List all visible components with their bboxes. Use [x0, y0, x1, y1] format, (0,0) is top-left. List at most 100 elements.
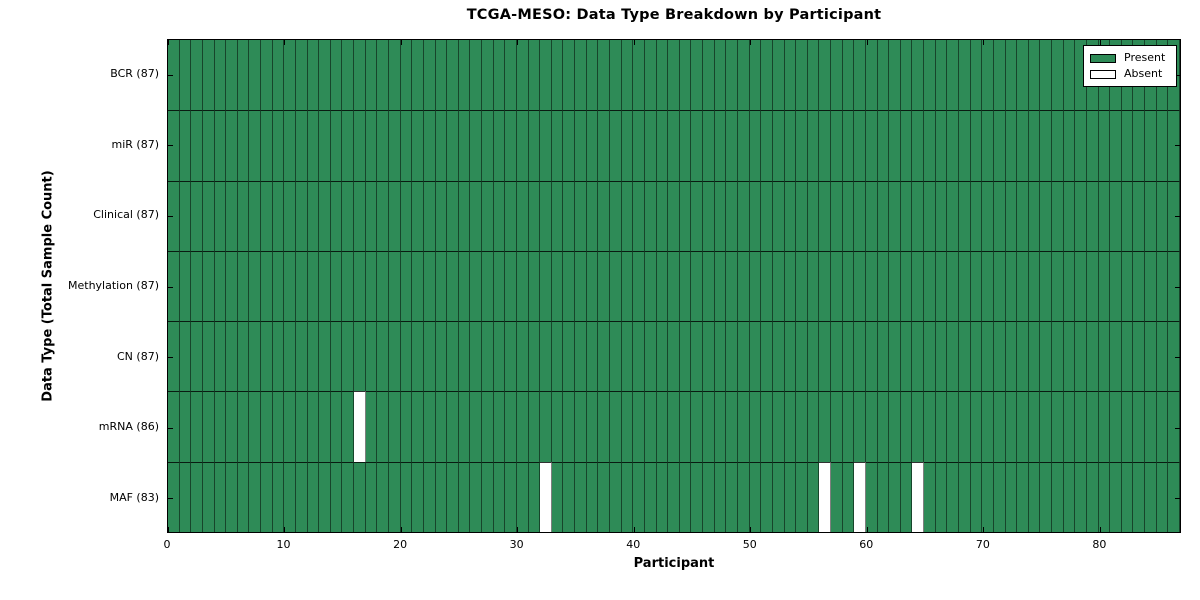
cell-MAF-86: [1168, 461, 1180, 532]
cell-miR-9: [272, 110, 285, 181]
cell-CN-41: [644, 321, 657, 392]
cell-Methylation-46: [703, 250, 715, 322]
cell-Methylation-54: [796, 250, 808, 322]
cell-CN-23: [435, 321, 448, 392]
cell-Clinical-36: [586, 180, 599, 251]
cell-miR-19: [389, 110, 401, 181]
cell-Methylation-80: [1098, 250, 1111, 322]
cell-Methylation-53: [784, 250, 797, 322]
cell-Clinical-57: [831, 180, 843, 251]
cell-BCR-6: [237, 40, 250, 111]
cell-MAF-15: [342, 461, 355, 532]
cell-Methylation-75: [1040, 250, 1053, 322]
cell-Methylation-62: [889, 250, 901, 322]
cell-mRNA-11: [295, 391, 308, 462]
cell-Methylation-49: [737, 250, 750, 322]
cell-Clinical-25: [458, 180, 471, 251]
y-tick-label-Clinical: Clinical (87): [93, 208, 159, 222]
x-tick-label-50: 50: [742, 538, 757, 551]
cell-Clinical-80: [1098, 180, 1111, 251]
x-tick-label-80: 80: [1092, 538, 1107, 551]
cell-Methylation-66: [935, 250, 948, 322]
cell-Clinical-0: [168, 180, 180, 251]
cell-CN-48: [726, 321, 738, 392]
cell-BCR-61: [877, 40, 890, 111]
cell-CN-59: [854, 321, 866, 392]
cell-BCR-51: [761, 40, 773, 111]
cell-CN-49: [737, 321, 750, 392]
heatmap-grid: [168, 40, 1180, 532]
cell-CN-53: [784, 321, 797, 392]
cell-Methylation-56: [819, 250, 832, 322]
cell-BCR-56: [819, 40, 832, 111]
cell-BCR-40: [633, 40, 645, 111]
cell-CN-62: [889, 321, 901, 392]
cell-CN-86: [1168, 321, 1180, 392]
cell-mRNA-13: [319, 391, 331, 462]
cell-BCR-65: [924, 40, 936, 111]
cell-CN-11: [295, 321, 308, 392]
cell-CN-3: [202, 321, 215, 392]
cell-Methylation-0: [168, 250, 180, 322]
cell-miR-34: [563, 110, 576, 181]
cell-Clinical-44: [679, 180, 692, 251]
cell-MAF-49: [737, 461, 750, 532]
cell-Methylation-3: [202, 250, 215, 322]
cell-BCR-57: [831, 40, 843, 111]
cell-BCR-70: [982, 40, 994, 111]
cell-mRNA-14: [330, 391, 343, 462]
cell-Clinical-46: [703, 180, 715, 251]
cell-miR-5: [226, 110, 238, 181]
cell-miR-26: [470, 110, 483, 181]
cell-MAF-83: [1133, 461, 1146, 532]
cell-Methylation-28: [493, 250, 506, 322]
cell-miR-37: [598, 110, 611, 181]
cell-mRNA-0: [168, 391, 180, 462]
cell-MAF-65: [924, 461, 936, 532]
cell-CN-74: [1028, 321, 1041, 392]
cell-Clinical-83: [1133, 180, 1146, 251]
cell-MAF-42: [656, 461, 669, 532]
cell-MAF-20: [400, 461, 413, 532]
chart-title: TCGA-MESO: Data Type Breakdown by Partic…: [466, 7, 882, 23]
cell-CN-81: [1110, 321, 1122, 392]
cell-Clinical-20: [400, 180, 413, 251]
cell-CN-18: [377, 321, 389, 392]
cell-BCR-66: [935, 40, 948, 111]
cell-BCR-60: [865, 40, 878, 111]
cell-mRNA-72: [1005, 391, 1018, 462]
cell-CN-35: [575, 321, 587, 392]
cell-Methylation-72: [1005, 250, 1018, 322]
cell-miR-31: [528, 110, 541, 181]
cell-Clinical-61: [877, 180, 890, 251]
cell-MAF-85: [1156, 461, 1169, 532]
cell-BCR-15: [342, 40, 355, 111]
cell-BCR-24: [447, 40, 459, 111]
cell-BCR-8: [261, 40, 273, 111]
cell-miR-55: [807, 110, 820, 181]
cell-miR-22: [423, 110, 436, 181]
cell-mRNA-36: [586, 391, 599, 462]
cell-mRNA-18: [377, 391, 389, 462]
cell-mRNA-30: [516, 391, 529, 462]
cell-miR-68: [958, 110, 971, 181]
cell-MAF-60: [865, 461, 878, 532]
cell-miR-86: [1168, 110, 1180, 181]
cell-Methylation-84: [1145, 250, 1157, 322]
cell-MAF-41: [644, 461, 657, 532]
cell-MAF-34: [563, 461, 576, 532]
cell-Clinical-32: [540, 180, 552, 251]
cell-mRNA-29: [505, 391, 517, 462]
cell-MAF-23: [435, 461, 448, 532]
cell-CN-57: [831, 321, 843, 392]
cell-CN-25: [458, 321, 471, 392]
cell-miR-15: [342, 110, 355, 181]
cell-mRNA-48: [726, 391, 738, 462]
cell-miR-78: [1075, 110, 1087, 181]
cell-CN-82: [1121, 321, 1134, 392]
cell-Clinical-27: [482, 180, 494, 251]
cell-Methylation-67: [947, 250, 959, 322]
cell-CN-9: [272, 321, 285, 392]
cell-Clinical-14: [330, 180, 343, 251]
cell-miR-52: [772, 110, 785, 181]
